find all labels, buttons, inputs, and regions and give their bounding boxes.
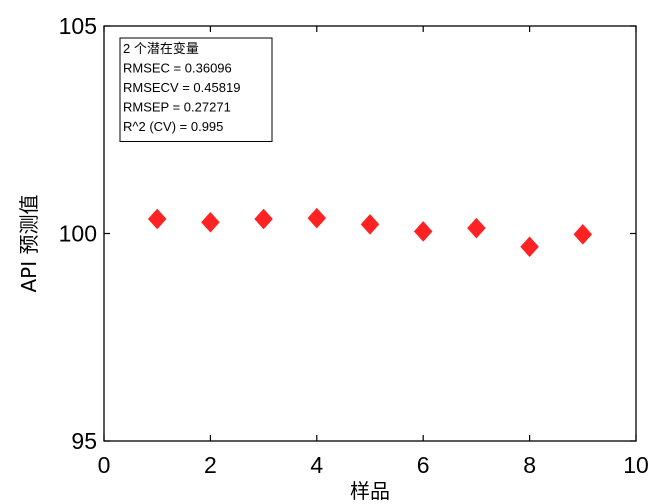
legend-line: RMSECV = 0.45819: [123, 80, 240, 95]
legend-line: R^2 (CV) = 0.995: [123, 119, 223, 134]
data-point-diamond: [255, 209, 273, 229]
x-tick-label: 2: [204, 452, 217, 478]
data-points: [148, 208, 592, 257]
legend-line: 2 个潜在变量: [123, 41, 199, 56]
legend-line: RMSEC = 0.36096: [123, 61, 232, 76]
data-point-diamond: [148, 209, 166, 229]
x-tick-label: 0: [98, 452, 111, 478]
x-tick-label: 10: [623, 452, 649, 478]
y-tick-label: 100: [59, 221, 97, 247]
data-point-diamond: [467, 218, 485, 238]
data-point-diamond: [308, 208, 326, 228]
y-tick-label: 105: [59, 13, 97, 39]
x-tick-label: 4: [310, 452, 323, 478]
y-axis-label: API 预测值: [17, 195, 41, 293]
x-tick-label: 8: [523, 452, 536, 478]
y-tick-label: 95: [71, 428, 97, 454]
stats-legend: 2 个潜在变量 RMSEC = 0.36096 RMSECV = 0.45819 RM…: [120, 38, 272, 142]
data-point-diamond: [414, 221, 432, 241]
data-point-diamond: [521, 237, 539, 257]
data-point-diamond: [201, 212, 219, 232]
x-axis-label: 样品: [350, 479, 390, 503]
x-tick-label: 6: [417, 452, 430, 478]
data-point-diamond: [361, 214, 379, 234]
data-point-diamond: [574, 224, 592, 244]
legend-line: RMSEP = 0.27271: [123, 100, 231, 115]
